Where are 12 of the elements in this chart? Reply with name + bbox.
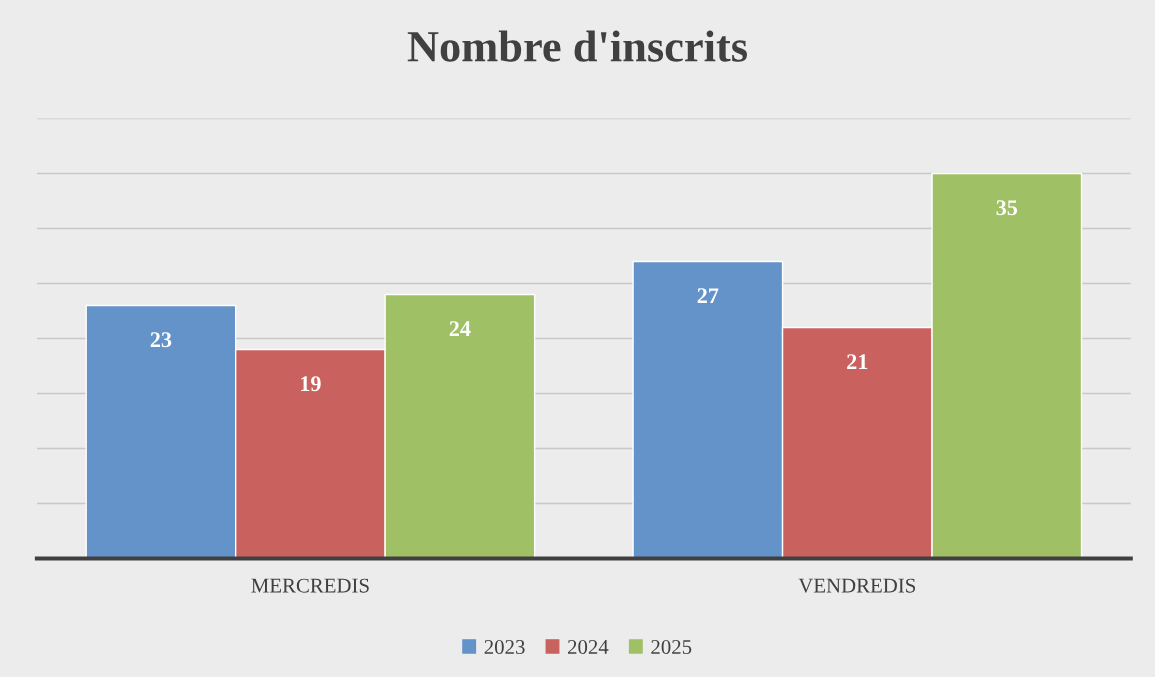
x-tick-label: VENDREDIS — [798, 578, 916, 593]
data-label: 21 — [847, 354, 868, 369]
data-label: 24 — [449, 321, 471, 336]
legend-label: 2023 — [484, 639, 525, 655]
data-label: 27 — [697, 288, 719, 303]
data-label: 19 — [301, 376, 321, 392]
legend-label: 2025 — [651, 639, 692, 655]
chart-title: Nombre d'inscrits — [407, 30, 747, 62]
data-label: 23 — [150, 332, 172, 348]
data-label: 35 — [996, 200, 1018, 216]
x-tick-label: MERCREDIS — [251, 578, 369, 593]
legend-label: 2024 — [568, 639, 609, 655]
